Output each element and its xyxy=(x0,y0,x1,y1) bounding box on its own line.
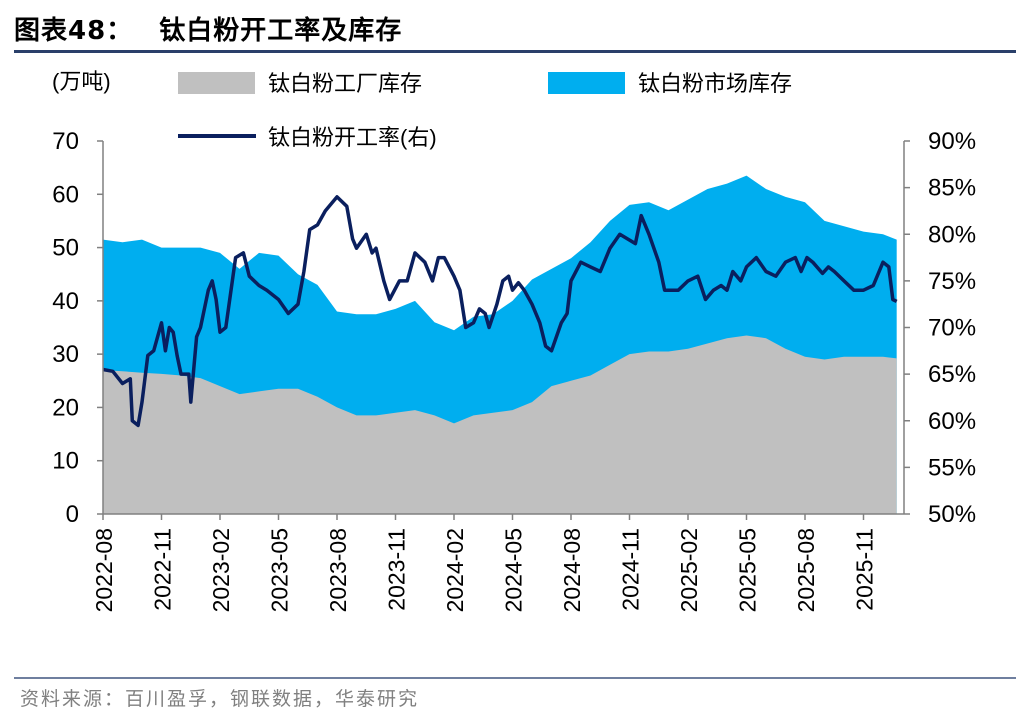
left-tick-label: 30 xyxy=(52,341,79,368)
figure-label: 图表48： xyxy=(14,16,134,46)
source-rule xyxy=(14,677,1016,679)
figure-title-text: 钛白粉开工率及库存 xyxy=(159,16,403,46)
legend-rate-label: 钛白粉开工率(右) xyxy=(268,125,437,150)
x-tick-label: 2023-02 xyxy=(208,528,234,612)
factory-inventory-area xyxy=(103,335,897,514)
stacked-area-group xyxy=(103,175,897,514)
left-axis-unit: (万吨) xyxy=(52,69,111,94)
x-tick-label: 2022-11 xyxy=(150,528,176,611)
legend-market-swatch xyxy=(548,72,625,94)
x-tick-label: 2023-08 xyxy=(325,528,351,612)
x-tick-label: 2023-11 xyxy=(384,528,410,611)
left-tick-label: 60 xyxy=(52,181,79,208)
right-axis-ticks: 50% 55% 60% 65% 70% 75% 80% 85% 90% xyxy=(904,128,976,528)
left-tick-label: 10 xyxy=(52,448,79,475)
x-tick-label: 2024-02 xyxy=(442,528,468,612)
left-tick-label: 50 xyxy=(52,235,79,262)
right-tick-label: 55% xyxy=(928,454,976,481)
legend-market-label: 钛白粉市场库存 xyxy=(638,71,792,96)
x-tick-label: 2024-05 xyxy=(501,528,527,612)
left-axis-ticks: 0 10 20 30 40 50 60 70 xyxy=(52,128,103,528)
left-tick-label: 0 xyxy=(66,501,79,528)
title-rule xyxy=(14,50,1016,53)
right-tick-label: 90% xyxy=(928,128,976,155)
right-tick-label: 85% xyxy=(928,175,976,202)
right-tick-label: 75% xyxy=(928,268,976,295)
right-tick-label: 65% xyxy=(928,361,976,388)
source-note: 资料来源：百川盈孚，钢联数据，华泰研究 xyxy=(20,688,420,710)
left-tick-label: 40 xyxy=(52,288,79,315)
x-tick-label: 2024-08 xyxy=(559,528,585,612)
x-tick-label: 2025-05 xyxy=(735,528,761,612)
legend-factory-swatch xyxy=(178,72,255,94)
figure-title: 图表48： 钛白粉开工率及库存 xyxy=(14,10,402,47)
right-tick-label: 80% xyxy=(928,221,976,248)
x-tick-label: 2025-11 xyxy=(852,528,878,611)
x-tick-label: 2024-11 xyxy=(618,528,644,611)
x-axis-ticks: 2022-08 2022-11 2023-02 2023-05 2023-08 2023-… xyxy=(91,514,878,612)
x-tick-label: 2023-05 xyxy=(267,528,293,612)
legend: 钛白粉工厂库存 钛白粉市场库存 钛白粉开工率(右) xyxy=(178,71,792,150)
operating-rate-line xyxy=(102,195,898,428)
right-tick-label: 50% xyxy=(928,501,976,528)
x-tick-label: 2022-08 xyxy=(91,528,117,612)
left-tick-label: 70 xyxy=(52,128,79,155)
right-tick-label: 60% xyxy=(928,408,976,435)
x-tick-label: 2025-02 xyxy=(676,528,702,612)
legend-factory-label: 钛白粉工厂库存 xyxy=(268,71,422,96)
x-tick-label: 2025-08 xyxy=(793,528,819,612)
right-tick-label: 70% xyxy=(928,315,976,342)
left-tick-label: 20 xyxy=(52,394,79,421)
